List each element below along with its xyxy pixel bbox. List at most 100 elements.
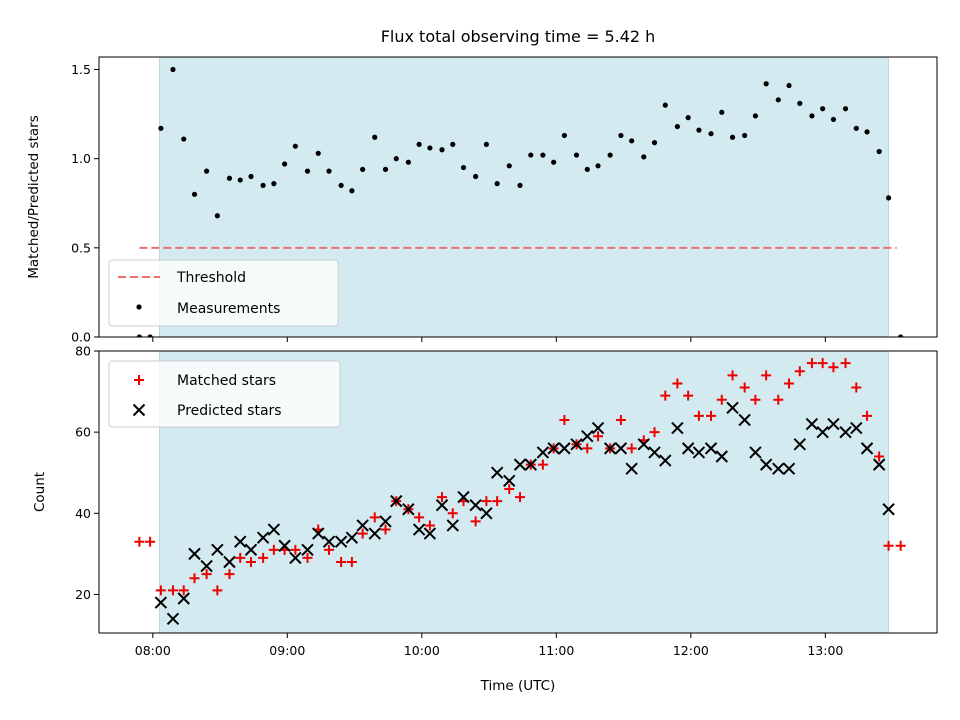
x-tick-label: 10:00 — [404, 643, 440, 658]
data-point — [200, 559, 213, 573]
data-point — [641, 154, 647, 160]
data-point — [271, 181, 277, 187]
y-tick-label: 40 — [75, 506, 91, 521]
data-point — [629, 138, 635, 144]
series-matched-stars — [134, 358, 906, 596]
data-point — [326, 168, 332, 174]
data-point — [469, 498, 482, 512]
data-point — [414, 512, 425, 523]
data-point — [742, 132, 748, 139]
data-point — [672, 378, 683, 389]
y-tick-label: 0.0 — [71, 330, 91, 345]
data-point — [503, 474, 516, 488]
data-point — [729, 134, 736, 140]
data-point — [201, 569, 212, 580]
data-point — [864, 129, 870, 135]
data-point — [338, 182, 344, 189]
data-point — [872, 458, 886, 471]
bottom-panel-counts: 20 40 60 80 08:00 09:00 10:00 11:00 12:00 13:00 Ma… — [75, 344, 938, 658]
data-point — [212, 585, 223, 596]
data-point — [626, 443, 637, 454]
top-panel-ratio: 0.0 0.5 1.0 1.5 Threshold Measurements — [71, 56, 938, 345]
data-point — [540, 152, 546, 158]
data-point — [181, 136, 187, 142]
data-point — [805, 417, 819, 431]
data-point — [573, 152, 580, 158]
data-point — [759, 458, 773, 471]
data-point — [806, 358, 817, 369]
data-point — [226, 175, 233, 181]
data-point — [416, 141, 422, 147]
data-point — [581, 430, 594, 443]
data-point — [244, 543, 258, 557]
data-point — [435, 498, 449, 512]
data-point — [382, 166, 389, 172]
data-point — [402, 503, 415, 516]
data-point — [188, 547, 201, 561]
data-point — [237, 177, 243, 183]
data-point — [369, 512, 380, 523]
data-point — [752, 113, 759, 119]
data-point — [674, 123, 680, 130]
data-point — [882, 503, 895, 516]
data-point — [692, 446, 706, 459]
data-point — [405, 159, 411, 165]
data-point — [356, 519, 369, 532]
data-point — [817, 358, 828, 369]
data-point — [528, 152, 534, 158]
data-point — [189, 573, 200, 584]
data-point — [853, 125, 859, 131]
data-point — [706, 410, 717, 421]
legend-measurements-label: Measurements — [177, 301, 280, 317]
data-point — [570, 438, 583, 451]
data-point — [154, 596, 168, 609]
data-point — [470, 516, 481, 527]
data-point — [345, 531, 359, 544]
legend-box — [108, 259, 339, 327]
data-point — [158, 125, 164, 131]
data-point — [659, 454, 672, 467]
x-tick-label: 08:00 — [135, 643, 171, 658]
data-point — [234, 535, 247, 548]
data-point — [494, 181, 500, 187]
data-point — [763, 81, 769, 87]
data-point — [278, 539, 291, 552]
y-tick-label: 1.5 — [71, 62, 91, 77]
legend-threshold-label: Threshold — [176, 270, 246, 286]
data-point — [685, 115, 691, 121]
data-point — [481, 496, 492, 507]
data-point — [166, 612, 180, 626]
y-tick-label: 1.0 — [71, 151, 91, 166]
data-point — [715, 450, 728, 463]
data-point — [793, 438, 807, 451]
data-point — [895, 540, 906, 551]
data-point — [368, 527, 381, 540]
data-point — [842, 106, 849, 112]
data-point — [786, 82, 792, 89]
data-point — [336, 556, 347, 567]
series-predicted-stars — [154, 401, 895, 626]
data-point — [357, 528, 368, 539]
data-point — [134, 536, 145, 547]
data-point — [304, 168, 311, 174]
data-point — [559, 414, 570, 425]
data-point — [537, 459, 548, 470]
data-point — [513, 458, 527, 471]
data-point — [290, 544, 301, 555]
data-point — [223, 555, 236, 569]
data-point — [860, 442, 874, 455]
data-point — [750, 394, 761, 405]
data-point — [820, 106, 826, 112]
data-point — [224, 569, 235, 580]
data-point — [607, 152, 613, 158]
data-point — [267, 523, 281, 536]
data-point — [412, 523, 426, 536]
data-point — [726, 401, 739, 415]
data-point — [346, 556, 357, 567]
data-point — [360, 166, 366, 172]
data-point — [334, 535, 348, 548]
data-point — [839, 425, 852, 439]
x-tick-label: 13:00 — [807, 643, 843, 658]
data-point — [727, 370, 738, 381]
